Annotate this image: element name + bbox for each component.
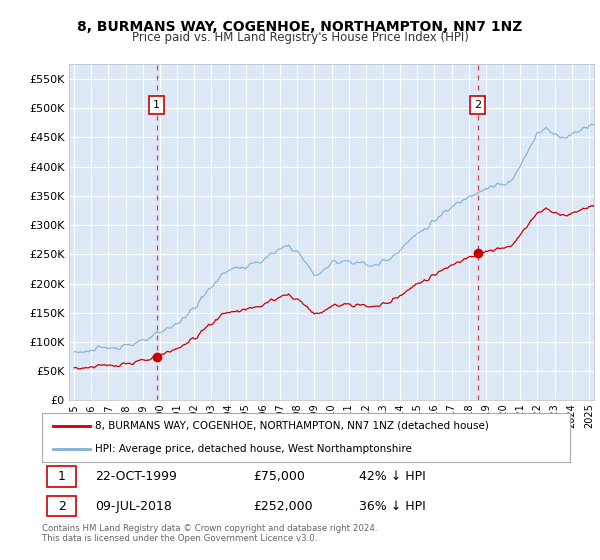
- Text: Contains HM Land Registry data © Crown copyright and database right 2024.
This d: Contains HM Land Registry data © Crown c…: [42, 524, 377, 543]
- Text: 8, BURMANS WAY, COGENHOE, NORTHAMPTON, NN7 1NZ (detached house): 8, BURMANS WAY, COGENHOE, NORTHAMPTON, N…: [95, 421, 488, 431]
- Text: 42% ↓ HPI: 42% ↓ HPI: [359, 470, 425, 483]
- Text: HPI: Average price, detached house, West Northamptonshire: HPI: Average price, detached house, West…: [95, 444, 412, 454]
- Text: 09-JUL-2018: 09-JUL-2018: [95, 500, 172, 513]
- Text: 2: 2: [58, 500, 66, 513]
- Text: 1: 1: [58, 470, 66, 483]
- Text: 8, BURMANS WAY, COGENHOE, NORTHAMPTON, NN7 1NZ: 8, BURMANS WAY, COGENHOE, NORTHAMPTON, N…: [77, 20, 523, 34]
- Text: 36% ↓ HPI: 36% ↓ HPI: [359, 500, 425, 513]
- Text: 1: 1: [153, 100, 160, 110]
- Text: £75,000: £75,000: [253, 470, 305, 483]
- Text: £252,000: £252,000: [253, 500, 313, 513]
- Text: Price paid vs. HM Land Registry's House Price Index (HPI): Price paid vs. HM Land Registry's House …: [131, 31, 469, 44]
- Text: 2: 2: [474, 100, 481, 110]
- FancyBboxPatch shape: [47, 496, 76, 516]
- Text: 22-OCT-1999: 22-OCT-1999: [95, 470, 176, 483]
- FancyBboxPatch shape: [47, 466, 76, 487]
